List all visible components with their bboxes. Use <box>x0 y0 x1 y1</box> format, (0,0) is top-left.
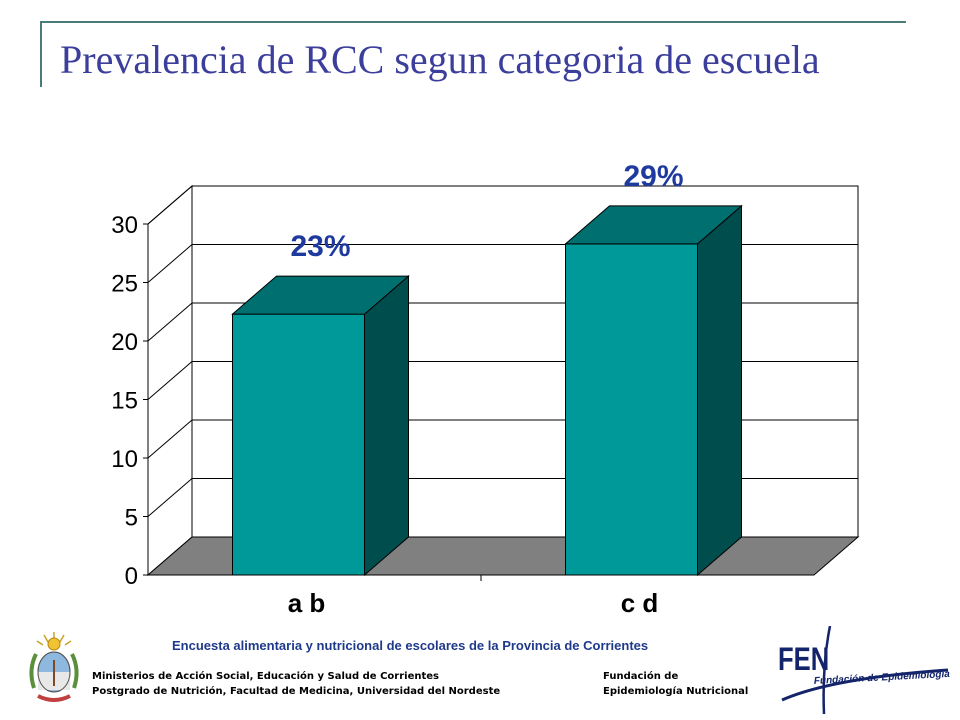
header-rule-horizontal <box>40 21 906 23</box>
header-rule-vertical <box>40 21 42 87</box>
footer-foundation: Fundación de Epidemiología Nutricional <box>603 669 748 699</box>
bar-data-label-1: 29% <box>623 160 683 193</box>
y-tick-label-5: 5 <box>125 505 138 532</box>
footer-institutions: Ministerios de Acción Social, Educación … <box>92 669 500 699</box>
bar-side-1 <box>697 204 742 577</box>
gridline-diagonal-5 <box>147 478 193 517</box>
x-tick-label-1: c d <box>621 588 659 618</box>
coat-of-arms-logo <box>29 632 79 702</box>
y-tick-label-20: 20 <box>111 329 138 356</box>
footer-survey-title: Encuesta alimentaria y nutricional de es… <box>172 638 649 653</box>
y-tick-label-10: 10 <box>111 446 138 473</box>
slide-title: Prevalencia de RCC segun categoria de es… <box>60 37 820 82</box>
footer-foundation-line1: Fundación de <box>603 671 679 682</box>
fen-logo-text: FEN <box>778 642 829 677</box>
y-tick-label-25: 25 <box>111 271 138 298</box>
bar-data-label-0: 23% <box>290 230 350 263</box>
sun-emblem <box>36 632 72 646</box>
bar-chart: 0 5 10 15 20 25 30 23% a b 29% c d <box>111 160 860 618</box>
y-tick-label-15: 15 <box>111 388 138 415</box>
bar-side-0 <box>364 274 409 577</box>
bar-top-1 <box>564 205 743 245</box>
footer-foundation-line2: Epidemiología Nutricional <box>603 686 749 697</box>
bar-top-0 <box>231 275 410 315</box>
gridline-diagonal-30 <box>147 185 193 225</box>
fen-logo: FEN Fundación de Epidemiología Nutricion… <box>778 626 952 715</box>
y-tick-label-0: 0 <box>125 563 138 590</box>
footer-institutions-line2: Postgrado de Nutrición, Facultad de Medi… <box>92 686 501 697</box>
gridline-diagonal-15 <box>147 361 193 400</box>
gridline-diagonal-10 <box>147 419 193 459</box>
y-tick-label-30: 30 <box>111 212 138 239</box>
bar-front-1 <box>565 243 698 576</box>
fen-logo-subtitle: Fundación de Epidemiología Nutricional <box>814 666 952 687</box>
gridline-diagonal-25 <box>147 244 193 283</box>
x-tick-label-0: a b <box>288 588 326 618</box>
bar-front-0 <box>232 313 365 576</box>
gridline-diagonal-20 <box>147 302 193 342</box>
footer-institutions-line1: Ministerios de Acción Social, Educación … <box>92 671 439 682</box>
